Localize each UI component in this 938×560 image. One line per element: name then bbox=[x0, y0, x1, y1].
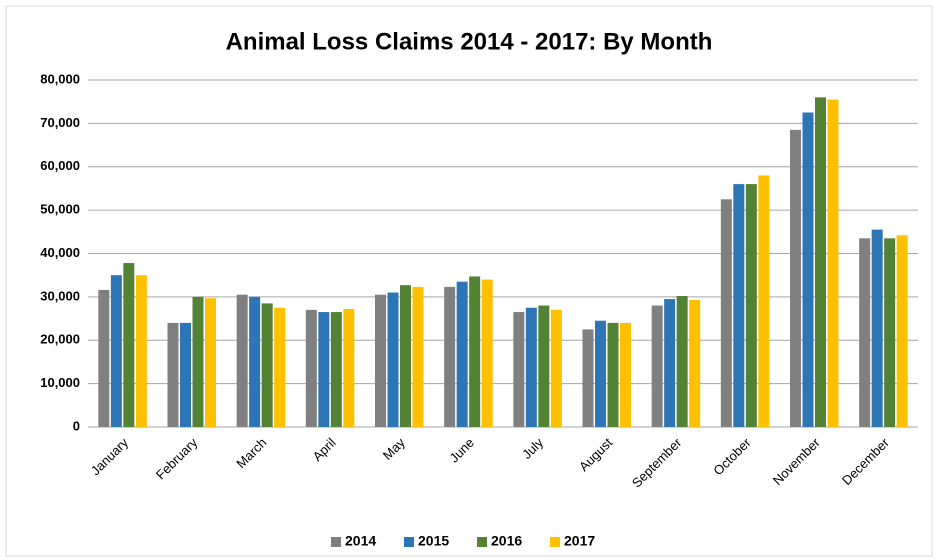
legend-label: 2014 bbox=[345, 533, 376, 549]
chart-frame bbox=[5, 5, 933, 557]
y-tick-label: 40,000 bbox=[40, 245, 80, 260]
bar bbox=[135, 275, 147, 427]
y-tick-label: 20,000 bbox=[40, 332, 80, 347]
bar bbox=[720, 199, 732, 427]
bar bbox=[305, 309, 317, 427]
bar bbox=[400, 285, 411, 427]
bar bbox=[274, 307, 286, 427]
bar bbox=[525, 307, 537, 427]
bar bbox=[481, 279, 493, 427]
bar bbox=[180, 322, 191, 427]
y-tick-label: 10,000 bbox=[40, 375, 80, 390]
bar bbox=[375, 294, 386, 427]
bar bbox=[620, 322, 631, 427]
bar bbox=[664, 299, 676, 427]
bar bbox=[758, 175, 770, 427]
bar bbox=[412, 286, 424, 427]
bar bbox=[538, 305, 550, 427]
bar bbox=[815, 97, 826, 427]
bar bbox=[110, 275, 122, 427]
bar bbox=[469, 276, 481, 427]
bar bbox=[676, 296, 688, 427]
bar bbox=[343, 309, 355, 427]
bar bbox=[802, 112, 814, 427]
bar bbox=[205, 298, 216, 427]
bar bbox=[582, 329, 594, 427]
bar bbox=[330, 312, 342, 427]
legend-label: 2016 bbox=[491, 533, 522, 549]
chart-title: Animal Loss Claims 2014 - 2017: By Month bbox=[226, 28, 713, 55]
bar bbox=[249, 296, 261, 427]
legend-swatch bbox=[404, 537, 414, 547]
bar bbox=[896, 235, 908, 427]
bar bbox=[790, 129, 801, 427]
bar bbox=[607, 322, 619, 427]
y-tick-label: 0 bbox=[73, 418, 80, 433]
bar bbox=[550, 309, 562, 427]
bar bbox=[827, 99, 839, 428]
bar bbox=[595, 320, 606, 427]
bar bbox=[689, 299, 701, 427]
y-tick-label: 30,000 bbox=[40, 288, 80, 303]
legend-swatch bbox=[331, 537, 341, 547]
bar bbox=[884, 238, 896, 427]
legend-swatch bbox=[477, 537, 487, 547]
bar bbox=[444, 286, 456, 427]
legend-label: 2017 bbox=[564, 533, 595, 549]
y-tick-label: 80,000 bbox=[40, 71, 80, 86]
y-tick-label: 50,000 bbox=[40, 202, 80, 217]
bar bbox=[513, 312, 525, 427]
legend-swatch bbox=[550, 537, 560, 547]
bar bbox=[651, 305, 663, 427]
bar bbox=[871, 229, 883, 427]
bar bbox=[456, 281, 468, 427]
y-tick-label: 70,000 bbox=[40, 115, 80, 130]
bar bbox=[167, 322, 179, 427]
bar bbox=[98, 289, 110, 427]
bar bbox=[733, 184, 745, 427]
bar bbox=[123, 263, 135, 427]
bar bbox=[261, 303, 273, 427]
bar bbox=[859, 238, 871, 427]
bar bbox=[745, 184, 757, 427]
bar bbox=[236, 294, 248, 427]
legend-label: 2015 bbox=[418, 533, 449, 549]
bar bbox=[387, 292, 399, 427]
y-tick-label: 60,000 bbox=[40, 158, 80, 173]
bar bbox=[192, 296, 204, 427]
bar bbox=[318, 312, 330, 427]
